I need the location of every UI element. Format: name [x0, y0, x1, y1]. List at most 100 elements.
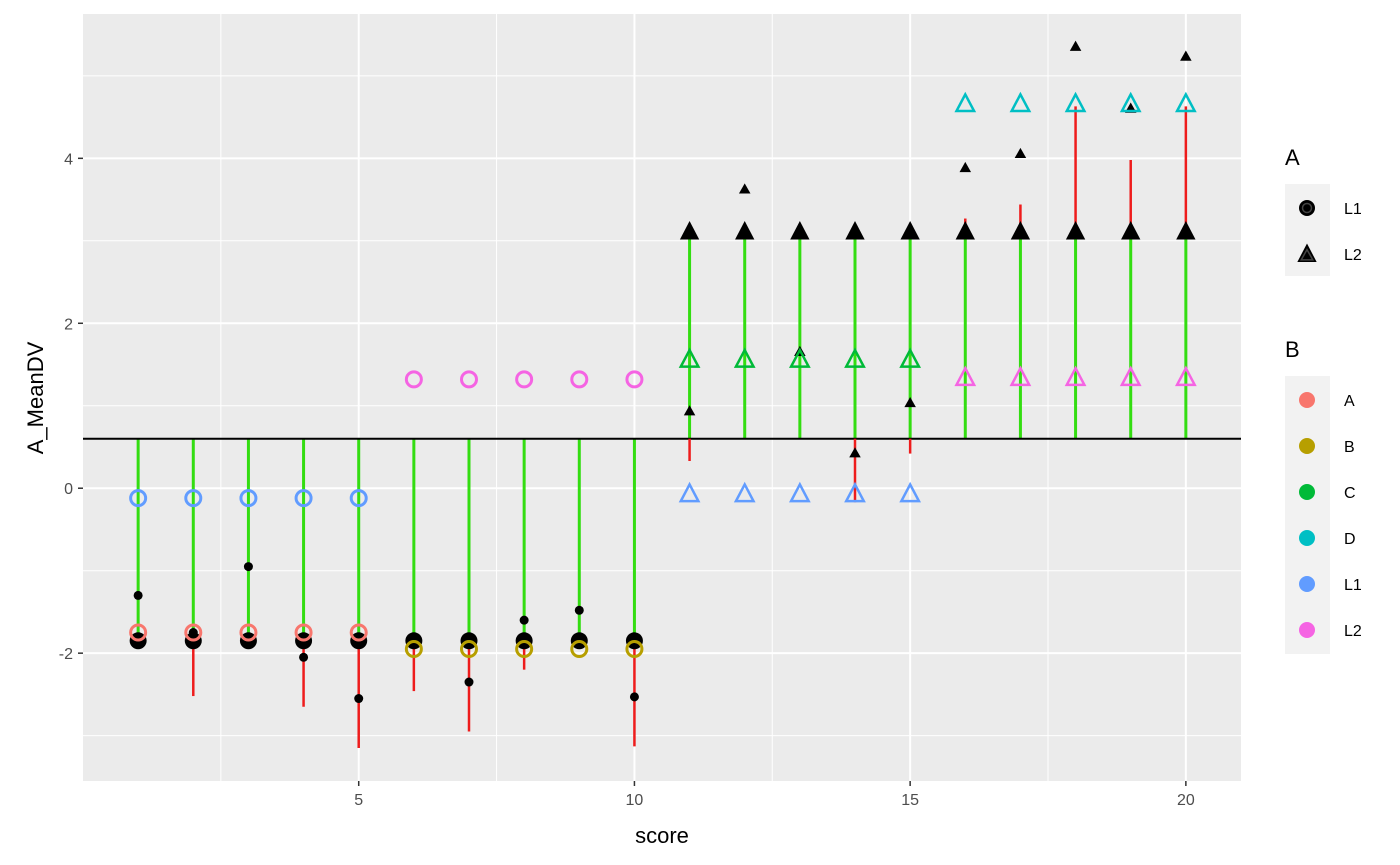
colored-point-b: [404, 640, 423, 659]
small-point: [464, 677, 474, 687]
colored-point-c: [844, 347, 866, 368]
x-tick-label: 10: [626, 792, 644, 809]
legend-a-label-l2: L2: [1344, 247, 1362, 264]
small-point: [629, 692, 639, 702]
large-point: [1176, 221, 1196, 240]
y-axis-title: A_MeanDV: [23, 341, 48, 454]
colored-point-d: [954, 91, 977, 113]
colored-point-d: [1009, 91, 1032, 113]
legend-a-title: A: [1285, 145, 1300, 170]
small-point: [1180, 50, 1192, 61]
large-point: [955, 221, 975, 240]
small-point: [519, 615, 529, 625]
colored-point-l1: [349, 489, 368, 508]
y-tick-label: 2: [64, 316, 73, 333]
legend-keys: [1297, 200, 1317, 638]
x-axis-title: score: [635, 823, 689, 848]
y-tick-label: -2: [59, 646, 73, 663]
x-tick-label: 15: [901, 792, 919, 809]
legend-b-key-c: [1299, 484, 1315, 500]
large-point: [1010, 221, 1031, 240]
legend-b-key-a: [1299, 392, 1315, 408]
small-point: [849, 447, 861, 458]
small-point: [574, 605, 584, 615]
legend-b-label-a: A: [1344, 393, 1355, 410]
small-point: [188, 628, 198, 638]
x-tick-label: 5: [354, 792, 363, 809]
colored-point-a: [349, 623, 368, 642]
colored-point-d: [1119, 91, 1142, 113]
legend-b-label-d: D: [1344, 531, 1356, 548]
small-point: [299, 652, 309, 662]
y-tick-label: 0: [64, 481, 73, 498]
y-tick-label: 4: [64, 151, 73, 168]
colored-point-d: [1174, 91, 1197, 113]
small-point: [904, 396, 916, 408]
colored-point-a: [239, 623, 258, 642]
colored-point-l1: [294, 489, 313, 508]
colored-point-b: [460, 640, 478, 659]
plot-panel: [83, 14, 1241, 781]
small-points: [133, 40, 1192, 704]
colored-point-a: [294, 623, 313, 642]
colored-point-l2: [1119, 365, 1142, 387]
colored-point-d: [1064, 91, 1087, 113]
colored-point-a: [184, 623, 203, 642]
colored-point-c: [899, 347, 922, 368]
legend-b-label-l1: L1: [1344, 577, 1362, 594]
colored-point-l1: [678, 481, 701, 503]
small-point: [1069, 40, 1082, 51]
colored-point-l1: [788, 481, 811, 503]
legend-b-key-bg: [1285, 376, 1330, 654]
colored-point-l2: [1009, 365, 1032, 387]
colored-point-l2: [1174, 365, 1197, 387]
colored-point-b: [625, 640, 644, 659]
legend-a-key-ring: [1299, 248, 1315, 261]
colored-point-l1: [899, 481, 922, 503]
legend-b-title: B: [1285, 337, 1300, 362]
small-point: [1014, 147, 1027, 159]
small-point: [683, 405, 696, 416]
large-point: [735, 221, 755, 240]
colored-point-l2: [954, 365, 977, 387]
large-point: [845, 221, 865, 240]
legend-b-key-l2: [1299, 622, 1315, 638]
legend: A L1 L2 B A B C D L1 L2: [1285, 145, 1362, 654]
legend-b-label-c: C: [1344, 485, 1356, 502]
green-segments: [136, 232, 1188, 650]
legend-b-key-l1: [1299, 576, 1315, 592]
colored-point-l2: [570, 370, 589, 389]
legend-a-key-ring: [1301, 202, 1313, 214]
legend-b-label-b: B: [1344, 439, 1355, 456]
small-point: [354, 694, 364, 704]
colored-point-b: [570, 640, 589, 659]
colored-point-c: [788, 347, 811, 368]
colored-point-l1: [733, 481, 756, 503]
small-point: [243, 562, 253, 572]
colored-point-c: [678, 347, 701, 368]
grid-minor: [83, 14, 1241, 781]
x-tick-label: 20: [1177, 792, 1195, 809]
large-point: [790, 221, 810, 240]
small-point: [959, 161, 972, 173]
legend-a-label-l1: L1: [1344, 201, 1362, 218]
colored-point-l1: [129, 489, 148, 508]
colored-point-l1: [239, 489, 258, 508]
colored-point-l1: [184, 489, 203, 508]
colored-point-l2: [460, 370, 478, 389]
large-point: [1121, 221, 1141, 240]
colored-point-l1: [844, 481, 866, 503]
large-point: [1065, 221, 1086, 240]
small-point: [738, 183, 751, 194]
colored-point-l2: [625, 370, 644, 389]
large-point: [900, 221, 920, 240]
legend-b-label-l2: L2: [1344, 623, 1362, 640]
colored-point-c: [733, 347, 756, 368]
colored-point-a: [129, 623, 148, 642]
legend-b-key-d: [1299, 530, 1315, 546]
colored-points: [129, 91, 1197, 659]
legend-b-key-b: [1299, 438, 1315, 454]
colored-point-b: [515, 640, 534, 659]
axes: 5 10 15 20 -2 0 2 4: [59, 151, 1195, 809]
